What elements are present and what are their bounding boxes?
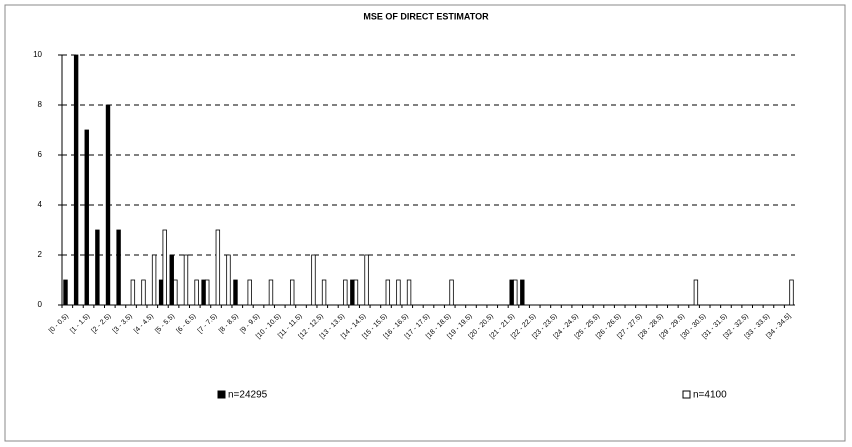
bar bbox=[63, 279, 68, 306]
legend-label: n=4100 bbox=[693, 390, 727, 401]
bar bbox=[116, 229, 121, 306]
bar bbox=[162, 229, 167, 306]
bar bbox=[247, 279, 252, 306]
chart-title: MSE OF DIRECT ESTIMATOR bbox=[363, 11, 489, 21]
bar bbox=[194, 279, 199, 306]
bar bbox=[693, 279, 699, 306]
bar bbox=[95, 229, 100, 306]
bar bbox=[520, 279, 525, 306]
bar bbox=[73, 54, 79, 306]
legend-swatch bbox=[682, 390, 691, 399]
bar bbox=[130, 279, 136, 306]
chart-frame bbox=[4, 4, 846, 442]
bar bbox=[151, 254, 157, 306]
bar bbox=[233, 279, 238, 306]
bar bbox=[173, 279, 178, 306]
bar bbox=[183, 254, 189, 306]
bar bbox=[449, 279, 454, 306]
y-tick-label: 0 bbox=[38, 300, 43, 309]
bar bbox=[158, 279, 164, 306]
bar bbox=[141, 279, 146, 306]
bar bbox=[343, 279, 348, 306]
bar bbox=[385, 279, 391, 306]
bar bbox=[201, 279, 206, 306]
bar bbox=[396, 279, 401, 306]
bar bbox=[509, 279, 514, 306]
bar bbox=[226, 254, 231, 306]
y-tick-label: 2 bbox=[38, 250, 43, 259]
bar bbox=[513, 279, 518, 306]
bar bbox=[789, 279, 794, 306]
bar bbox=[406, 279, 412, 306]
bar bbox=[205, 279, 210, 306]
bar bbox=[169, 254, 174, 306]
bar bbox=[289, 279, 295, 306]
bar bbox=[105, 104, 111, 306]
legend-swatch bbox=[217, 390, 226, 399]
bar bbox=[364, 254, 369, 306]
bar bbox=[84, 129, 89, 306]
bar bbox=[353, 279, 359, 306]
legend-label: n=24295 bbox=[228, 390, 268, 401]
bar bbox=[268, 279, 274, 306]
y-tick-label: 6 bbox=[38, 150, 43, 159]
bar bbox=[215, 229, 221, 306]
bar bbox=[311, 254, 316, 306]
bar bbox=[321, 279, 327, 306]
y-tick-label: 4 bbox=[38, 200, 43, 209]
y-tick-label: 10 bbox=[33, 50, 42, 59]
y-tick-label: 8 bbox=[38, 100, 43, 109]
bar bbox=[350, 279, 355, 306]
